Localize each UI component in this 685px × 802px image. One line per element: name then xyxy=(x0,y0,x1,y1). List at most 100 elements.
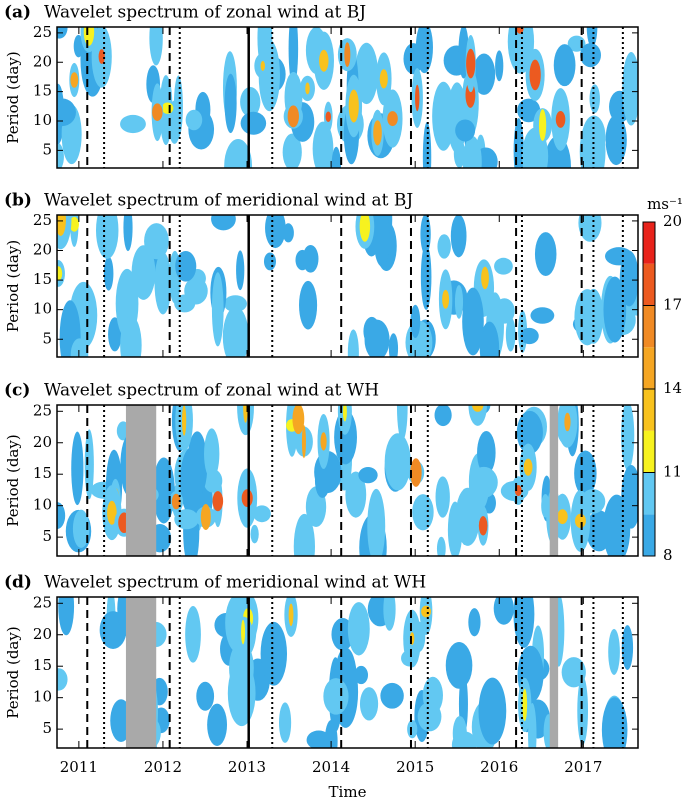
contour-blob xyxy=(69,216,79,232)
contour-blob xyxy=(603,276,627,343)
colorbar-band xyxy=(643,472,655,515)
contour-blob xyxy=(469,466,498,498)
contour-blob xyxy=(422,122,432,168)
contour-blob xyxy=(84,429,94,500)
contour-blob xyxy=(436,536,446,556)
panel-title: Wavelet spectrum of zonal wind at BJ xyxy=(44,3,366,23)
contour-blob xyxy=(516,410,543,455)
contour-blob xyxy=(120,315,142,357)
panel-title: Wavelet spectrum of meridional wind at B… xyxy=(44,191,413,211)
colorbar-tick-label: 8 xyxy=(663,546,673,564)
contour-blob xyxy=(421,605,432,618)
contour-blob xyxy=(452,715,467,748)
contour-blob xyxy=(354,665,369,685)
x-tick-label: 2017 xyxy=(564,758,602,776)
contour-blob xyxy=(263,252,277,271)
contour-blob xyxy=(555,111,566,128)
contour-blob xyxy=(466,48,476,79)
contour-blob xyxy=(293,513,315,556)
contour-blob xyxy=(175,250,197,282)
contour-blob xyxy=(396,405,408,441)
contour-blob xyxy=(388,333,399,357)
contour-blob xyxy=(384,433,411,491)
contour-blob xyxy=(211,272,224,347)
contour-blob xyxy=(538,109,547,141)
y-axis-label: Period (day) xyxy=(4,626,22,718)
contour-field xyxy=(57,405,638,556)
contour-blob xyxy=(212,491,224,512)
contour-blob xyxy=(59,300,81,357)
panel-label: (d) xyxy=(4,573,32,593)
missing-band xyxy=(125,597,157,748)
contour-blob xyxy=(445,641,473,689)
contour-blob xyxy=(557,509,568,525)
contour-blob xyxy=(299,280,318,330)
contour-blob xyxy=(98,49,105,64)
colorbar-band xyxy=(643,263,655,306)
panel-label: (c) xyxy=(4,381,30,401)
contour-blob xyxy=(373,120,382,146)
y-tick-label: 25 xyxy=(33,593,52,611)
y-tick-label: 15 xyxy=(33,656,52,674)
contour-blob xyxy=(403,43,424,75)
colorbar-label: ms⁻¹ xyxy=(647,195,683,213)
contour-blob xyxy=(180,447,203,516)
contour-blob xyxy=(241,489,253,508)
y-tick-label: 20 xyxy=(33,433,52,451)
contour-blob xyxy=(348,89,359,123)
contour-blob xyxy=(282,133,302,168)
contour-blob xyxy=(520,327,539,345)
x-tick-label: 2011 xyxy=(60,758,98,776)
contour-blob xyxy=(95,215,119,259)
contour-blob xyxy=(288,27,299,87)
y-tick-label: 25 xyxy=(33,23,52,41)
contour-blob xyxy=(564,412,571,432)
panel-title: Wavelet spectrum of meridional wind at W… xyxy=(44,573,426,593)
contour-blob xyxy=(207,703,228,746)
contour-blob xyxy=(344,42,351,67)
contour-blob xyxy=(174,294,196,313)
contour-blob xyxy=(522,688,528,722)
contour-blob xyxy=(434,405,452,427)
contour-blob xyxy=(435,476,450,518)
panel-label: (b) xyxy=(4,191,32,211)
contour-blob xyxy=(260,60,266,71)
x-axis-label: Time xyxy=(329,783,367,801)
contour-blob xyxy=(57,142,64,168)
contour-blob xyxy=(586,27,598,48)
contour-blob xyxy=(364,319,390,357)
contour-blob xyxy=(574,513,586,528)
contour-blob xyxy=(345,471,367,518)
contour-field xyxy=(57,215,638,357)
contour-blob xyxy=(415,84,420,112)
contour-blob xyxy=(373,215,391,267)
contour-blob xyxy=(513,118,524,168)
contour-blob xyxy=(149,27,163,66)
y-tick-label: 5 xyxy=(42,140,52,158)
contour-blob xyxy=(185,605,201,663)
contour-blob xyxy=(131,245,156,300)
contour-blob xyxy=(454,284,464,319)
contour-blob xyxy=(107,500,117,525)
contour-blob xyxy=(437,234,451,259)
colorbar-tick-label: 14 xyxy=(663,379,682,397)
y-tick-label: 25 xyxy=(33,211,52,229)
colorbar-band xyxy=(643,430,655,473)
contour-blob xyxy=(493,597,514,625)
contour-blob xyxy=(367,488,386,556)
contour-blob xyxy=(417,701,442,732)
y-tick-label: 15 xyxy=(33,270,52,288)
contour-blob xyxy=(287,105,299,128)
contour-blob xyxy=(468,608,481,637)
contour-blob xyxy=(534,232,557,277)
contour-blob xyxy=(472,53,496,95)
missing-band xyxy=(125,405,157,556)
colorbar-tick-label: 20 xyxy=(663,212,682,230)
contour-blob xyxy=(494,257,513,275)
y-tick-label: 20 xyxy=(33,52,52,70)
contour-blob xyxy=(71,431,84,506)
contour-blob xyxy=(185,109,203,131)
contour-blob xyxy=(574,450,597,497)
contour-blob xyxy=(553,44,576,87)
y-axis-label: Period (day) xyxy=(4,240,22,332)
